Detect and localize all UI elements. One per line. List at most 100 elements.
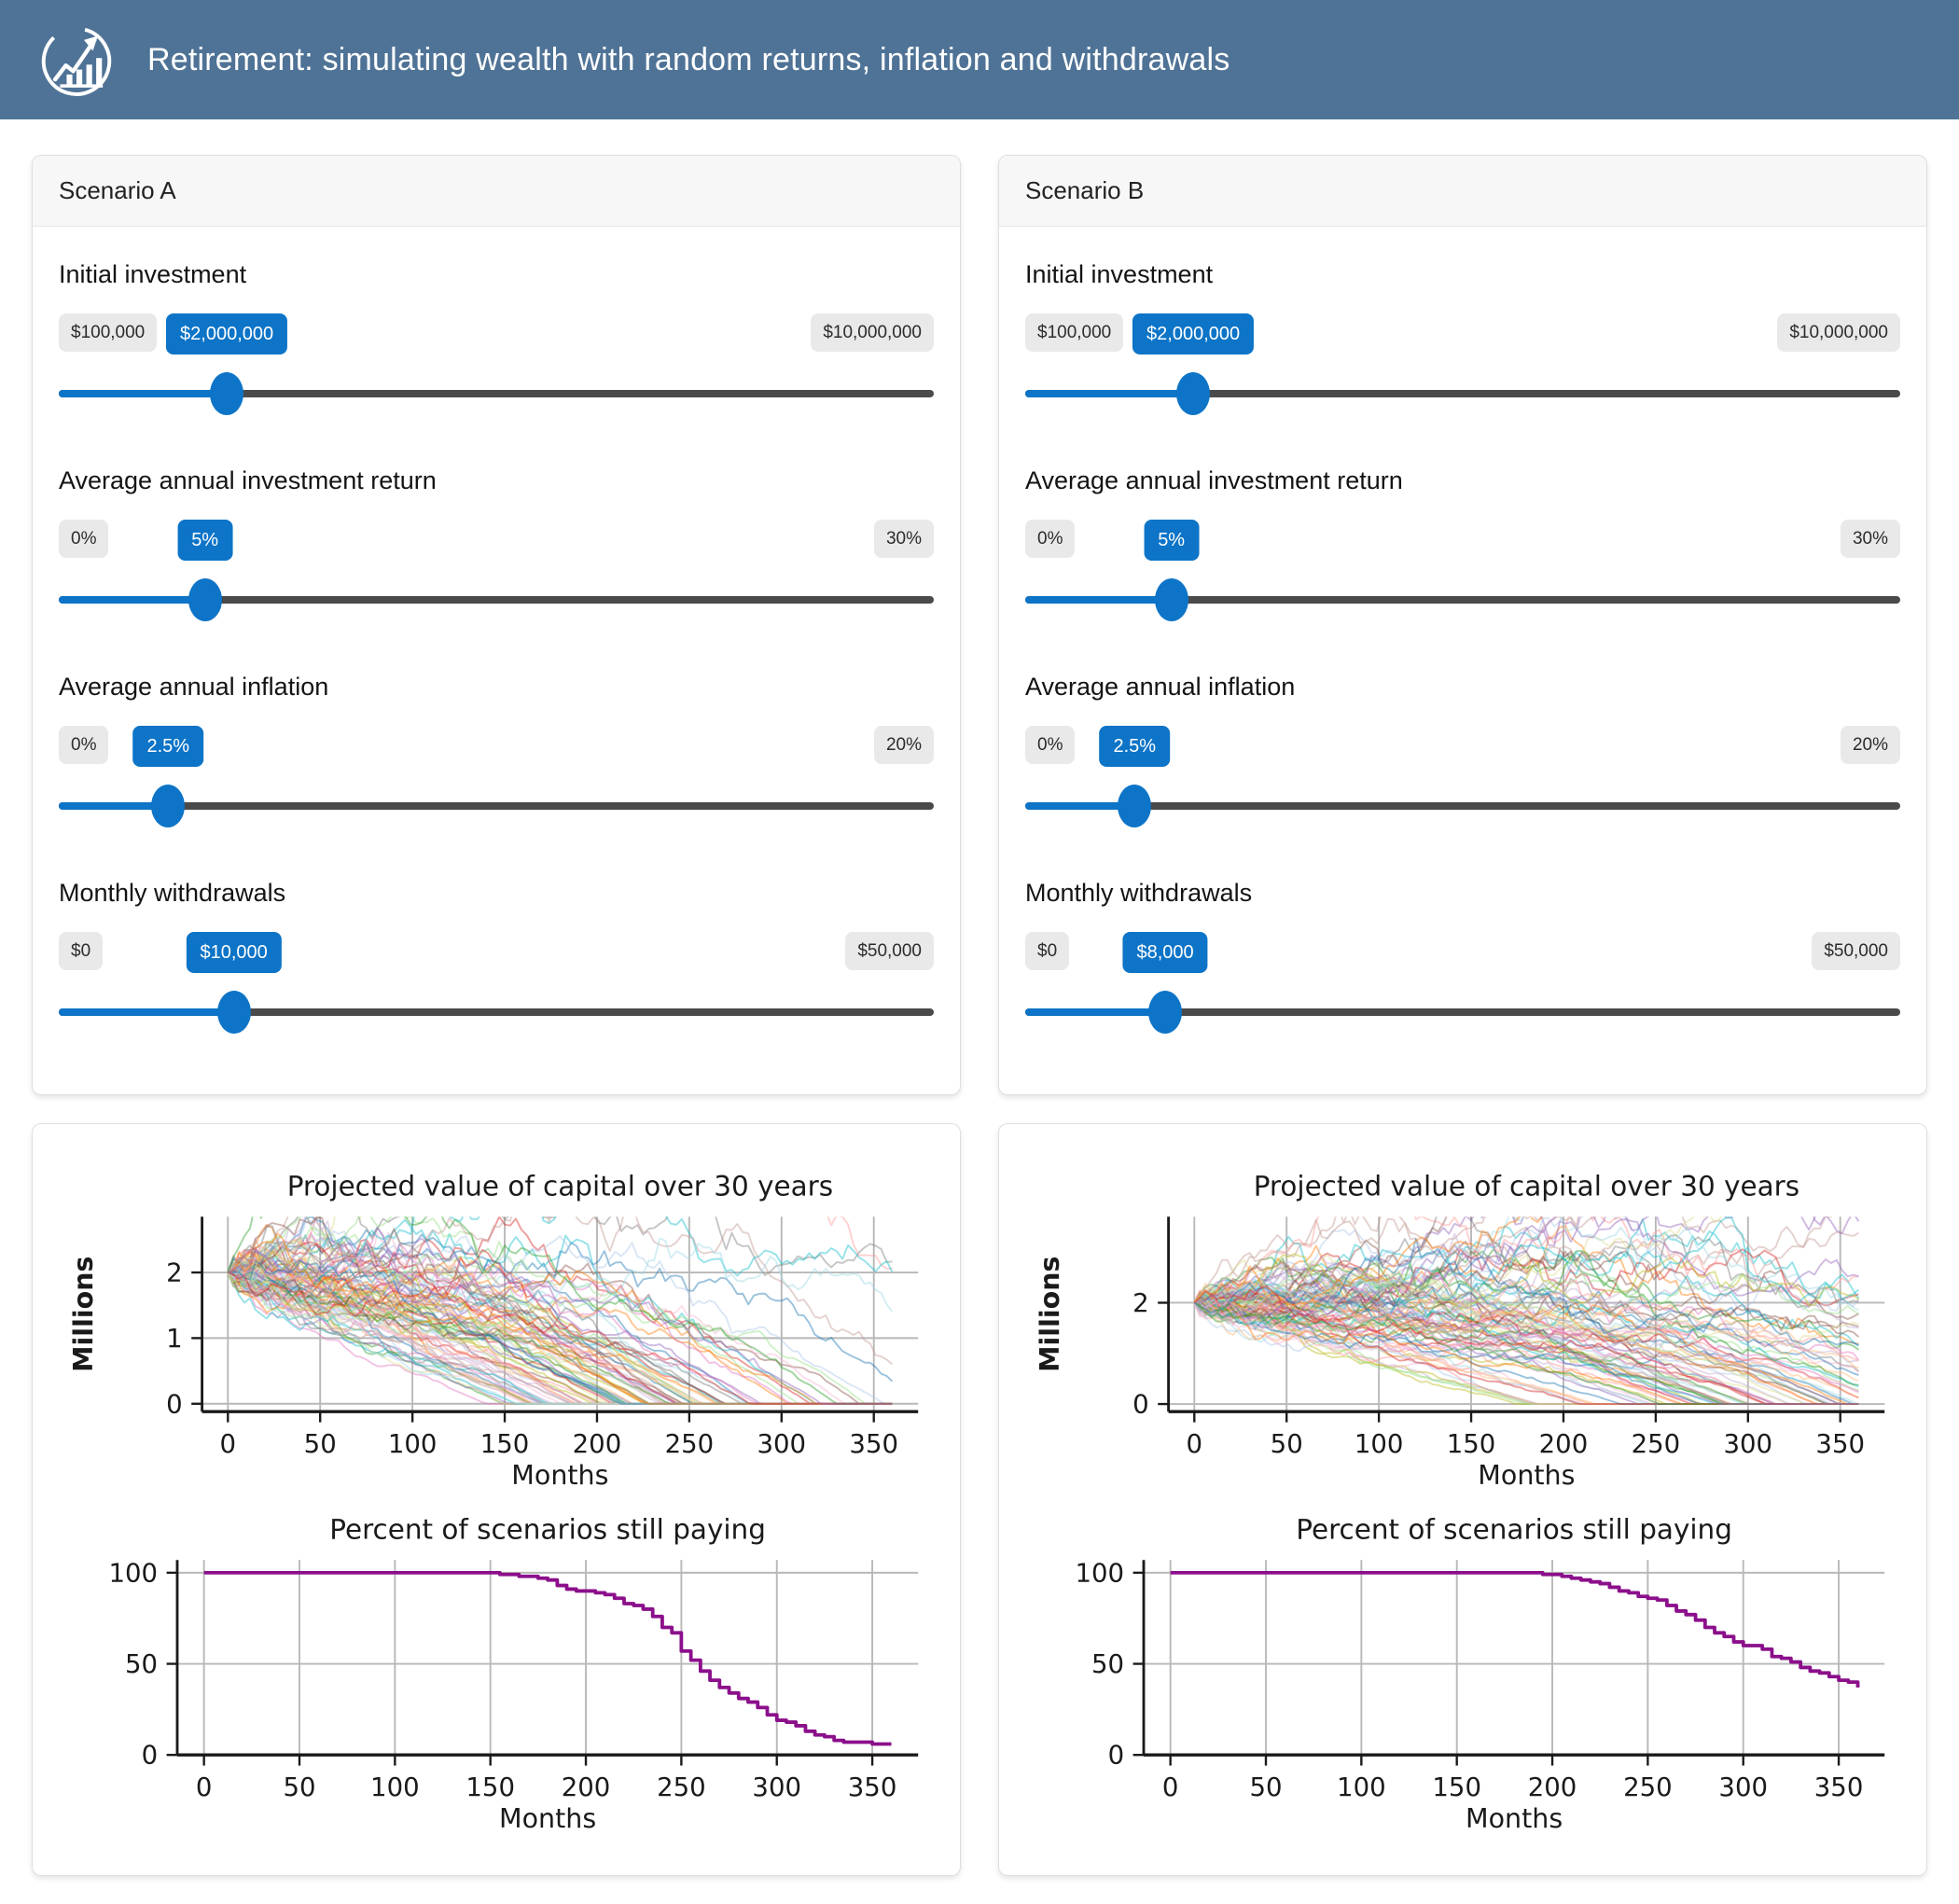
slider-fill [59, 390, 228, 397]
scenario-a-charts-body: 0 50 100 150 200 250 300 350 0 1 2 Projected value … [33, 1124, 960, 1875]
slider-track[interactable] [1025, 784, 1900, 828]
slider-handle[interactable] [1118, 785, 1152, 827]
scenario-b-card: Scenario B Initial investment $100,000 $… [998, 155, 1927, 1095]
svg-text:350: 350 [848, 1772, 897, 1801]
svg-text:0: 0 [142, 1740, 159, 1770]
svg-text:50: 50 [125, 1649, 158, 1679]
svg-text:150: 150 [1447, 1429, 1496, 1459]
slider-rail[interactable] [59, 802, 934, 810]
charts-row: 0 50 100 150 200 250 300 350 0 1 2 Projected value … [0, 1123, 1959, 1904]
svg-text:Months: Months [511, 1460, 608, 1491]
svg-text:350: 350 [1814, 1772, 1864, 1801]
slider-max-label: 30% [873, 520, 934, 558]
slider-label: Monthly withdrawals [1025, 879, 1253, 907]
slider-track[interactable] [59, 371, 934, 416]
svg-text:200: 200 [573, 1429, 622, 1459]
slider-rail[interactable] [1025, 1008, 1900, 1016]
slider-handle[interactable] [188, 578, 222, 621]
slider-badges: $100,000 $2,000,000 $10,000,000 [59, 313, 934, 354]
scenario-a-body: Initial investment $100,000 $2,000,000 $… [33, 227, 960, 1094]
slider-rail[interactable] [1025, 596, 1900, 604]
svg-text:250: 250 [1632, 1429, 1681, 1459]
slider-badges: 0% 2.5% 20% [59, 726, 934, 767]
slider-track[interactable] [59, 784, 934, 828]
svg-text:100: 100 [388, 1429, 438, 1459]
slider-badges: 0% 5% 30% [1025, 520, 1900, 561]
slider-handle[interactable] [1148, 991, 1183, 1034]
slider-label: Average annual investment return [1025, 466, 1403, 494]
slider-label: Average annual investment return [59, 466, 437, 494]
slider-badges: $100,000 $2,000,000 $10,000,000 [1025, 313, 1900, 354]
svg-text:2: 2 [1132, 1288, 1149, 1318]
slider-rail[interactable] [1025, 802, 1900, 810]
svg-text:100: 100 [1337, 1772, 1386, 1801]
slider-value-badge: 5% [177, 520, 233, 561]
scenario-b-charts-body: 0 50 100 150 200 250 300 350 0 2 Projected value o… [999, 1124, 1926, 1875]
slider-rail[interactable] [1025, 390, 1900, 397]
slider-min-label: $0 [1025, 932, 1070, 970]
svg-text:Millions: Millions [68, 1257, 99, 1372]
svg-text:50: 50 [304, 1429, 337, 1459]
slider-handle[interactable] [210, 372, 244, 415]
svg-text:Months: Months [1478, 1460, 1575, 1491]
slider-fill [1025, 1008, 1166, 1016]
slider-track[interactable] [1025, 371, 1900, 416]
slider-track[interactable] [1025, 577, 1900, 622]
slider-min-label: 0% [1025, 726, 1076, 764]
svg-text:1: 1 [166, 1324, 183, 1354]
app-title: Retirement: simulating wealth with rando… [147, 41, 1230, 77]
slider-handle[interactable] [1176, 372, 1211, 415]
slider-handle[interactable] [1154, 578, 1188, 621]
slider-label: Monthly withdrawals [59, 879, 286, 907]
svg-text:100: 100 [370, 1772, 420, 1801]
scenario-b-body: Initial investment $100,000 $2,000,000 $… [999, 227, 1926, 1094]
slider-min-label: 0% [1025, 520, 1076, 558]
slider-annual-return: Average annual investment return 0% 5% 3… [1025, 466, 1900, 622]
slider-fill [1025, 802, 1135, 810]
slider-fill [59, 802, 169, 810]
slider-value-badge: 2.5% [132, 726, 204, 767]
slider-handle[interactable] [216, 991, 251, 1034]
scenario-a-title: Scenario A [33, 156, 960, 227]
svg-text:0: 0 [166, 1389, 183, 1419]
percent-paying-chart-a: 0 50 100 150 200 250 300 350 0 50 100 Percent of sc… [109, 1513, 919, 1834]
projected-value-chart-a: 0 50 100 150 200 250 300 350 0 1 2 Projected value … [68, 1170, 919, 1491]
svg-text:0: 0 [220, 1429, 237, 1459]
svg-text:2: 2 [166, 1258, 183, 1288]
svg-text:250: 250 [657, 1772, 706, 1801]
slider-badges: $0 $8,000 $50,000 [1025, 932, 1900, 973]
slider-label: Initial investment [59, 260, 247, 288]
svg-text:100: 100 [1076, 1558, 1125, 1588]
slider-track[interactable] [1025, 990, 1900, 1035]
slider-rail[interactable] [59, 1008, 934, 1016]
svg-text:50: 50 [1271, 1429, 1303, 1459]
slider-max-label: 30% [1840, 520, 1900, 558]
slider-value-badge: $10,000 [186, 932, 282, 973]
svg-text:150: 150 [480, 1429, 530, 1459]
svg-text:300: 300 [752, 1772, 801, 1801]
slider-min-label: $0 [59, 932, 104, 970]
slider-annual-inflation: Average annual inflation 0% 2.5% 20% [59, 673, 934, 828]
svg-text:50: 50 [1249, 1772, 1282, 1801]
svg-text:100: 100 [1355, 1429, 1404, 1459]
svg-text:0: 0 [1108, 1740, 1125, 1770]
svg-text:0: 0 [196, 1772, 213, 1801]
slider-monthly-withdrawals: Monthly withdrawals $0 $10,000 $50,000 [59, 879, 934, 1035]
projected-value-chart-b: 0 50 100 150 200 250 300 350 0 2 Projected value o… [1035, 1170, 1885, 1491]
slider-handle[interactable] [151, 785, 186, 827]
svg-text:200: 200 [562, 1772, 611, 1801]
svg-text:200: 200 [1528, 1772, 1577, 1801]
slider-track[interactable] [59, 577, 934, 622]
svg-text:Percent of scenarios still pay: Percent of scenarios still paying [1296, 1513, 1732, 1545]
svg-text:150: 150 [465, 1772, 515, 1801]
slider-rail[interactable] [59, 390, 934, 397]
slider-badges: $0 $10,000 $50,000 [59, 932, 934, 973]
slider-annual-inflation: Average annual inflation 0% 2.5% 20% [1025, 673, 1900, 828]
slider-badges: 0% 2.5% 20% [1025, 726, 1900, 767]
slider-min-label: $100,000 [59, 313, 158, 352]
slider-rail[interactable] [59, 596, 934, 604]
slider-track[interactable] [59, 990, 934, 1035]
app-header: Retirement: simulating wealth with rando… [0, 0, 1959, 119]
svg-text:Projected value of capital ove: Projected value of capital over 30 years [287, 1170, 833, 1202]
